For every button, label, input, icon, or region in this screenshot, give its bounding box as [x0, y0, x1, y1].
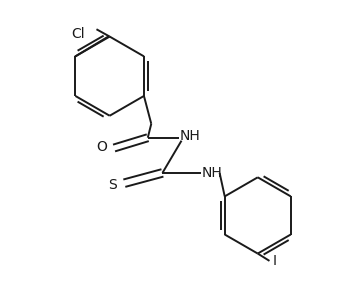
- Text: I: I: [272, 254, 276, 268]
- Text: Cl: Cl: [71, 27, 85, 41]
- Text: O: O: [96, 139, 107, 154]
- Text: S: S: [108, 178, 117, 192]
- Text: NH: NH: [180, 129, 201, 143]
- Text: NH: NH: [202, 166, 223, 180]
